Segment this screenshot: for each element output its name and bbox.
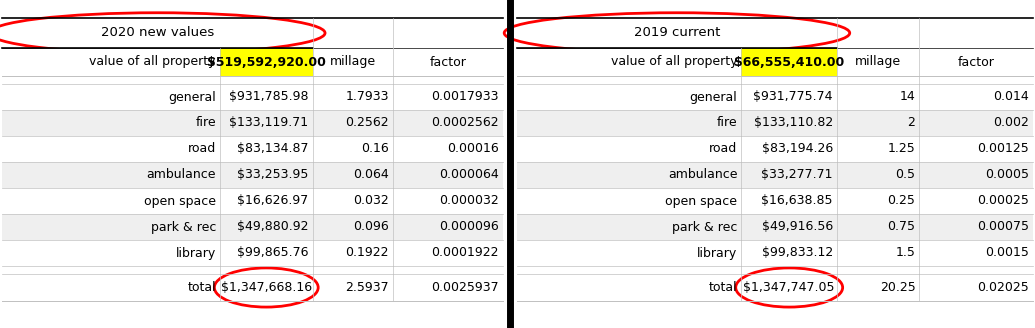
Text: 0.002: 0.002 [994, 116, 1029, 130]
Text: 0.014: 0.014 [994, 91, 1029, 104]
Text: $99,865.76: $99,865.76 [237, 247, 308, 259]
Text: 1.5: 1.5 [895, 247, 916, 259]
Bar [2, 136, 503, 162]
Text: library: library [698, 247, 738, 259]
Text: ambulance: ambulance [146, 169, 216, 181]
Text: park & rec: park & rec [150, 220, 216, 234]
Text: $33,277.71: $33,277.71 [762, 169, 833, 181]
Text: library: library [176, 247, 216, 259]
Text: $133,110.82: $133,110.82 [753, 116, 833, 130]
Text: road: road [187, 142, 216, 155]
Bar [219, 48, 313, 76]
Text: $1,347,668.16: $1,347,668.16 [220, 281, 312, 294]
Text: 0.00025: 0.00025 [977, 195, 1029, 208]
Text: $33,253.95: $33,253.95 [237, 169, 308, 181]
Text: value of all property: value of all property [89, 55, 216, 69]
Text: total: total [187, 281, 216, 294]
Text: 0.1922: 0.1922 [346, 247, 389, 259]
Text: $931,785.98: $931,785.98 [229, 91, 308, 104]
Bar [518, 84, 1033, 110]
Bar [741, 48, 837, 76]
Text: factor: factor [957, 55, 995, 69]
Text: 2020 new values: 2020 new values [100, 27, 214, 39]
Bar [2, 18, 313, 48]
Text: 0.000032: 0.000032 [439, 195, 499, 208]
Text: $83,134.87: $83,134.87 [237, 142, 308, 155]
Text: $519,592,920.00: $519,592,920.00 [207, 55, 326, 69]
Bar [2, 48, 503, 76]
Bar [518, 274, 1033, 301]
Bar [518, 214, 1033, 240]
Text: factor: factor [430, 55, 467, 69]
Text: 2019 current: 2019 current [633, 27, 720, 39]
Text: general: general [689, 91, 738, 104]
Text: 0.0025937: 0.0025937 [432, 281, 499, 294]
Bar [518, 136, 1033, 162]
Text: $1,347,747.05: $1,347,747.05 [743, 281, 835, 294]
Text: $83,194.26: $83,194.26 [762, 142, 833, 155]
Text: $66,555,410.00: $66,555,410.00 [734, 55, 845, 69]
Text: $931,775.74: $931,775.74 [753, 91, 833, 104]
Text: 0.000064: 0.000064 [439, 169, 499, 181]
Text: $99,833.12: $99,833.12 [762, 247, 833, 259]
Bar [2, 162, 503, 188]
Text: 0.5: 0.5 [895, 169, 916, 181]
Bar [518, 162, 1033, 188]
Text: 14: 14 [899, 91, 916, 104]
Text: open space: open space [666, 195, 738, 208]
Text: millage: millage [329, 55, 376, 69]
Bar [2, 214, 503, 240]
Bar [518, 240, 1033, 266]
Text: 0.0001922: 0.0001922 [432, 247, 499, 259]
Text: value of all property: value of all property [611, 55, 738, 69]
Text: 1.7933: 1.7933 [346, 91, 389, 104]
Text: millage: millage [855, 55, 901, 69]
Text: 0.00125: 0.00125 [977, 142, 1029, 155]
Text: 0.16: 0.16 [361, 142, 389, 155]
Bar [2, 110, 503, 136]
Text: total: total [709, 281, 738, 294]
Text: $49,916.56: $49,916.56 [762, 220, 833, 234]
Text: general: general [168, 91, 216, 104]
Bar [2, 274, 503, 301]
Text: 0.25: 0.25 [888, 195, 916, 208]
Bar [2, 188, 503, 214]
Text: $16,626.97: $16,626.97 [237, 195, 308, 208]
Text: 0.0015: 0.0015 [985, 247, 1029, 259]
Bar [518, 18, 837, 48]
Bar [518, 48, 1033, 76]
Text: $49,880.92: $49,880.92 [237, 220, 308, 234]
Text: open space: open space [144, 195, 216, 208]
Bar [2, 240, 503, 266]
Text: 0.0002562: 0.0002562 [432, 116, 499, 130]
Text: 0.064: 0.064 [353, 169, 389, 181]
Text: ambulance: ambulance [668, 169, 738, 181]
Bar [518, 188, 1033, 214]
Text: 2: 2 [908, 116, 916, 130]
Text: 0.0005: 0.0005 [985, 169, 1029, 181]
Text: fire: fire [717, 116, 738, 130]
Text: 0.75: 0.75 [887, 220, 916, 234]
Text: 0.00075: 0.00075 [977, 220, 1029, 234]
Text: $16,638.85: $16,638.85 [762, 195, 833, 208]
Text: 0.096: 0.096 [353, 220, 389, 234]
Text: fire: fire [196, 116, 216, 130]
Text: 0.00016: 0.00016 [447, 142, 499, 155]
Text: 0.2562: 0.2562 [345, 116, 389, 130]
Text: $133,119.71: $133,119.71 [230, 116, 308, 130]
Bar [2, 84, 503, 110]
Text: 0.02025: 0.02025 [977, 281, 1029, 294]
Text: 2.5937: 2.5937 [345, 281, 389, 294]
Text: 0.032: 0.032 [353, 195, 389, 208]
Text: 0.0017933: 0.0017933 [432, 91, 499, 104]
Text: park & rec: park & rec [672, 220, 738, 234]
Text: 1.25: 1.25 [888, 142, 916, 155]
Bar [518, 110, 1033, 136]
Text: 0.000096: 0.000096 [439, 220, 499, 234]
Text: road: road [709, 142, 738, 155]
Text: 20.25: 20.25 [880, 281, 916, 294]
